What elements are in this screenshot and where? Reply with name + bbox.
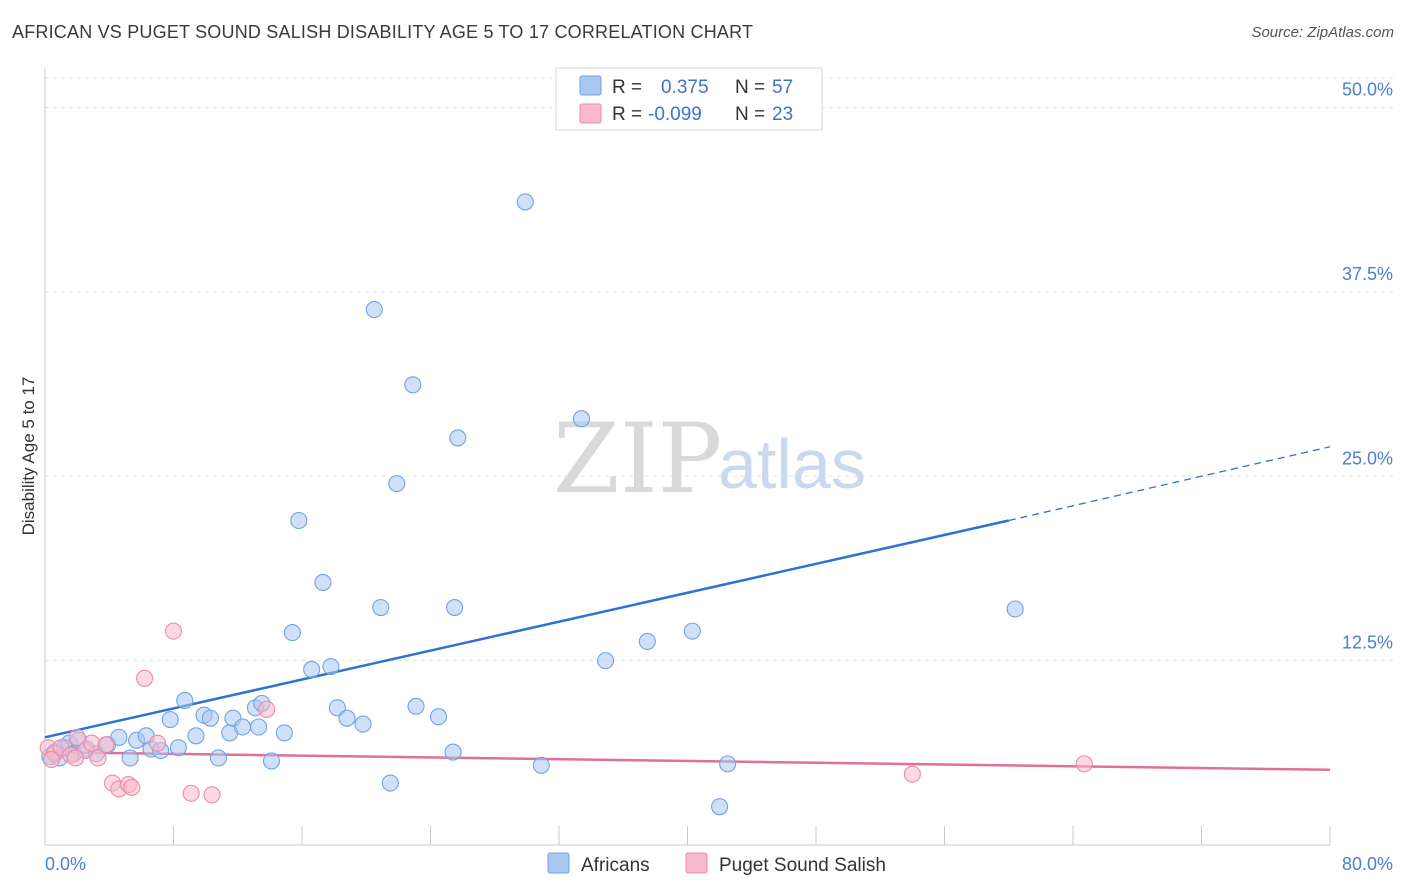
- point-africans: [290, 511, 308, 530]
- watermark: ZIP atlas: [553, 403, 866, 515]
- point-salish: [123, 778, 141, 797]
- gridlines: [45, 77, 1395, 662]
- point-africans: [683, 622, 701, 640]
- trend-line-salish: [44, 750, 1331, 772]
- point-africans: [404, 376, 422, 394]
- point-africans: [429, 708, 448, 726]
- point-salish: [1075, 755, 1093, 773]
- point-africans: [638, 632, 656, 651]
- bottom-legend-swatch-africans: [547, 852, 570, 874]
- point-africans: [187, 727, 205, 745]
- point-africans: [449, 429, 467, 447]
- point-africans: [209, 749, 228, 767]
- y-tick-label: 50.0%: [1342, 80, 1393, 100]
- point-africans: [572, 410, 591, 428]
- legend-r-value-1: 0.375: [661, 77, 709, 98]
- legend-n-value-1: 57: [772, 77, 793, 98]
- x-tick-label: 80.0%: [1342, 854, 1393, 874]
- legend-r-label-2: R =: [612, 104, 642, 125]
- point-africans: [314, 573, 332, 592]
- trend-line-africans: [44, 519, 1010, 739]
- point-africans: [354, 715, 372, 733]
- legend-r-value-2: -0.099: [648, 104, 702, 125]
- source-credit: Source: ZipAtlas.com: [1251, 24, 1394, 41]
- legend-swatch-salish: [579, 103, 602, 124]
- point-africans: [407, 697, 425, 715]
- point-africans: [532, 756, 550, 774]
- point-africans: [365, 301, 383, 319]
- legend-n-label-2: N =: [735, 104, 765, 125]
- point-salish: [89, 749, 107, 767]
- x-tick-label: 0.0%: [45, 854, 86, 874]
- point-africans: [250, 718, 268, 736]
- point-africans: [1006, 600, 1024, 618]
- point-africans: [161, 711, 179, 729]
- point-salish: [68, 728, 86, 746]
- legend-swatch-africans: [579, 75, 602, 96]
- point-africans: [444, 743, 462, 761]
- y-tick-labels: 12.5% 25.0% 37.5% 50.0%: [1342, 80, 1393, 653]
- point-salish: [83, 734, 101, 752]
- point-salish: [136, 669, 154, 687]
- point-africans: [234, 718, 252, 736]
- point-salish: [258, 700, 276, 718]
- bottom-legend-salish: Puget Sound Salish: [719, 855, 886, 876]
- bottom-legend-africans: Africans: [581, 855, 650, 876]
- point-africans: [446, 598, 464, 617]
- point-salish: [203, 786, 221, 804]
- point-africans: [262, 752, 281, 770]
- trend-line-africans-extension: [1008, 446, 1331, 522]
- point-salish: [42, 750, 60, 769]
- chart-title: AFRICAN VS PUGET SOUND SALISH DISABILITY…: [12, 22, 754, 42]
- point-salish: [97, 736, 115, 754]
- y-tick-label: 25.0%: [1342, 448, 1393, 468]
- point-salish: [148, 734, 166, 752]
- point-africans: [388, 475, 406, 493]
- point-africans: [338, 709, 356, 727]
- legend-n-value-2: 23: [772, 104, 793, 125]
- point-salish: [164, 622, 183, 640]
- point-africans: [201, 709, 219, 727]
- point-africans: [516, 193, 534, 211]
- point-africans: [110, 728, 128, 746]
- point-africans: [176, 691, 194, 710]
- point-africans: [381, 774, 399, 792]
- point-africans: [719, 755, 737, 773]
- point-africans: [275, 724, 293, 742]
- point-africans: [283, 624, 301, 642]
- y-tick-label: 37.5%: [1342, 264, 1393, 284]
- top-legend: R = 0.375 N = 57 R = -0.099 N = 23: [555, 67, 823, 131]
- x-tick-labels: 0.0% 80.0%: [45, 854, 1393, 874]
- watermark-atlas: atlas: [718, 425, 866, 503]
- legend-r-label-1: R =: [612, 77, 642, 98]
- axes: [44, 68, 1331, 846]
- y-tick-label: 12.5%: [1342, 633, 1393, 653]
- point-salish: [903, 765, 921, 783]
- point-africans: [303, 660, 321, 679]
- point-salish: [66, 749, 85, 767]
- point-africans: [121, 749, 139, 767]
- bottom-legend: Africans Puget Sound Salish: [547, 852, 886, 876]
- bottom-legend-swatch-salish: [685, 852, 708, 874]
- trend-lines: [44, 446, 1331, 772]
- point-salish: [182, 784, 200, 802]
- point-africans: [322, 657, 340, 676]
- legend-n-label-1: N =: [735, 77, 765, 98]
- point-africans: [597, 652, 615, 670]
- data-points: [39, 193, 1093, 816]
- point-africans: [372, 598, 390, 617]
- point-africans: [711, 798, 729, 816]
- point-africans: [169, 739, 187, 757]
- y-axis-label: Disability Age 5 to 17: [19, 377, 38, 536]
